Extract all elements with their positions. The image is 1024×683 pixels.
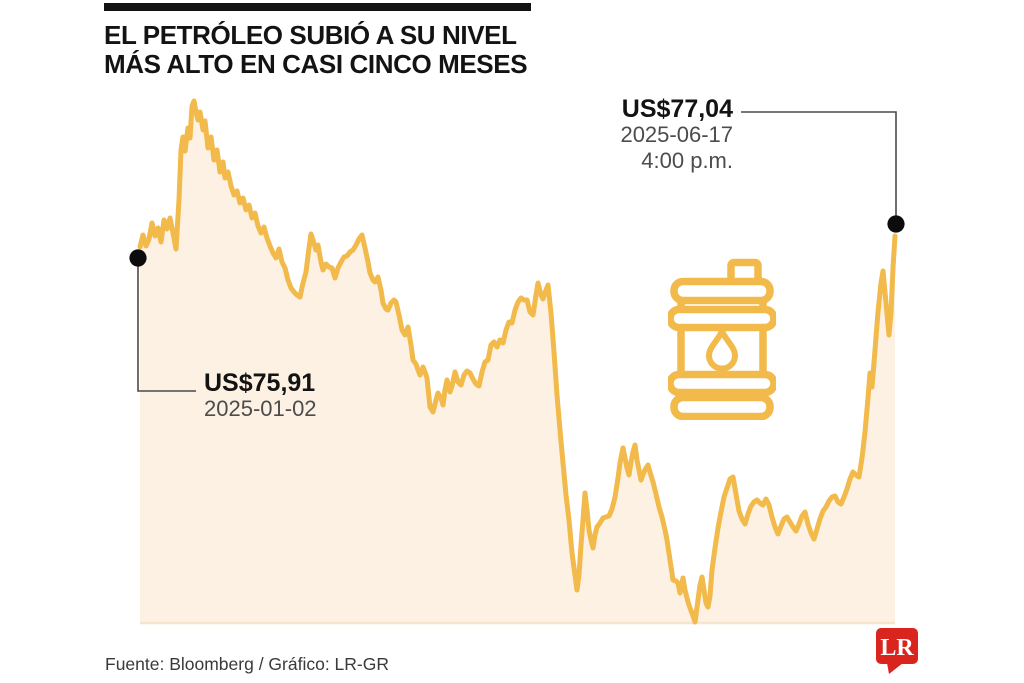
end-price: US$77,04 xyxy=(621,95,733,123)
end-annotation: US$77,04 2025-06-17 4:00 p.m. xyxy=(620,96,733,174)
lr-logo-box xyxy=(876,628,918,664)
start-price: US$75,91 xyxy=(204,369,316,397)
lr-logo-tail xyxy=(887,663,903,674)
end-time: 4:00 p.m. xyxy=(641,148,733,173)
start-data-point xyxy=(129,249,147,267)
end-data-point xyxy=(887,215,905,233)
price-line xyxy=(137,98,898,625)
lr-logo: LR xyxy=(876,628,918,674)
oil-drop-icon xyxy=(705,324,739,372)
title-accent-bar xyxy=(104,3,531,11)
barrel-lower-band xyxy=(668,370,776,397)
barrel-top-rim xyxy=(670,277,774,305)
lr-logo-text: LR xyxy=(880,635,914,661)
page-title: EL PETRÓLEO SUBIÓ A SU NIVEL MÁS ALTO EN… xyxy=(104,20,528,79)
source-credit: Fuente: Bloomberg / Gráfico: LR-GR xyxy=(105,654,389,674)
end-date: 2025-06-17 xyxy=(620,122,733,147)
oil-barrel-icon xyxy=(668,258,776,420)
area-fill xyxy=(140,101,895,624)
start-callout-line xyxy=(137,258,196,392)
start-annotation: US$75,91 2025-01-02 xyxy=(204,370,317,422)
end-callout-line xyxy=(741,111,897,224)
title-line-2: MÁS ALTO EN CASI CINCO MESES xyxy=(104,49,528,79)
start-date: 2025-01-02 xyxy=(204,396,317,421)
barrel-bottom-rim xyxy=(670,393,774,420)
title-line-1: EL PETRÓLEO SUBIÓ A SU NIVEL xyxy=(104,20,517,50)
